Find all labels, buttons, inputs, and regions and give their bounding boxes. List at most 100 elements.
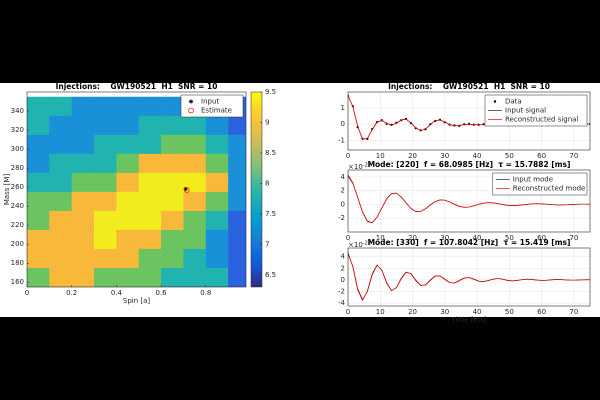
legend-swatch [493, 100, 497, 103]
x-tick-label: 0.4 [111, 289, 123, 297]
chart-title: Mode: [330] f = 107.8042 [Hz] τ = 15.419… [368, 238, 571, 247]
x-tick-label: 30 [440, 234, 449, 242]
contour-cell [161, 134, 184, 155]
contour-cell [49, 153, 72, 174]
contour-cell [116, 172, 140, 193]
contour-cell [161, 153, 184, 174]
contour-cell [94, 248, 117, 269]
contour-cell [116, 96, 140, 117]
series-line [348, 176, 590, 223]
contour-cell [138, 96, 162, 117]
x-tick-label: 30 [440, 308, 449, 316]
y-tick-label: 2 [341, 264, 345, 272]
x-tick-label: 0.6 [156, 289, 168, 297]
contour-cell [228, 115, 246, 136]
contour-cell [71, 210, 95, 231]
axis-exponent: ×10-22 [348, 240, 371, 249]
chart-title: Injections: GW190521 H1 SNR = 10 [388, 82, 550, 91]
legend-swatch [188, 99, 194, 104]
colorbar-tick-label: 8 [265, 179, 269, 187]
x-tick-label: 50 [505, 308, 514, 316]
contour-cell [183, 267, 207, 287]
contour-cell [138, 267, 162, 287]
contour-cell [161, 229, 184, 250]
contour-cell [27, 96, 50, 117]
contour-cell [183, 115, 207, 136]
contour-cell [138, 229, 162, 250]
contour-cell [138, 172, 162, 193]
legend-swatch [188, 107, 194, 114]
colorbar-tick-label: 9.5 [265, 88, 276, 96]
series-line [348, 253, 590, 301]
y-tick-label: 260 [11, 183, 24, 191]
contour-cell [205, 172, 229, 193]
x-tick-label: 10 [376, 152, 385, 160]
x-axis-label: Time [ms] [450, 316, 487, 324]
y-tick-label: 220 [11, 221, 24, 229]
x-tick-label: 30 [440, 152, 449, 160]
legend-label: Input [201, 98, 219, 106]
y-axis-label: Mass [M] [3, 174, 11, 206]
y-tick-label: 160 [11, 278, 24, 286]
contour-cell [138, 210, 162, 231]
contour-cell [183, 134, 207, 155]
chart-title: Injections: GW190521 H1 SNR = 10 [56, 82, 218, 91]
contour-cell [116, 191, 140, 212]
contour-cell [161, 248, 184, 269]
x-tick-label: 20 [408, 234, 417, 242]
contour-cell [94, 153, 117, 174]
x-tick-label: 50 [505, 234, 514, 242]
contour-cell [138, 153, 162, 174]
y-tick-label: 180 [11, 259, 24, 267]
contour-cell [205, 153, 229, 174]
x-tick-label: 70 [569, 308, 578, 316]
contour-cell [71, 229, 95, 250]
contour-cell [27, 191, 50, 212]
contour-cell [71, 248, 95, 269]
contour-cell [138, 115, 162, 136]
contour-cell [205, 248, 229, 269]
x-tick-label: 50 [505, 152, 514, 160]
contour-cell [205, 210, 229, 231]
contour-cell [116, 248, 140, 269]
contour-cell [116, 153, 140, 174]
legend-label: Estimate [201, 107, 232, 115]
legend-box [492, 172, 588, 196]
plot-lines [348, 174, 590, 224]
legend-label: Input signal [505, 107, 546, 115]
contour-cell [71, 115, 95, 136]
marker-input [183, 186, 188, 192]
y-tick-label: 200 [11, 240, 24, 248]
contour-cell [116, 134, 140, 155]
contour-field [27, 96, 246, 287]
contour-cell [228, 191, 246, 212]
chart-title: Mode: [220] f = 68.0985 [Hz] τ = 15.7882… [368, 160, 571, 169]
x-tick-label: 0 [346, 234, 350, 242]
x-tick-label: 20 [408, 308, 417, 316]
contour-cell [49, 115, 72, 136]
contour-cell [49, 267, 72, 287]
y-tick-label: 0 [341, 120, 345, 128]
contour-cell [161, 96, 184, 117]
contour-cell [71, 153, 95, 174]
contour-cell [228, 267, 246, 287]
exponent-power: -22 [363, 240, 371, 246]
x-axis-label: Spin [a] [123, 297, 151, 305]
contour-cell [94, 115, 117, 136]
contour-cell [71, 267, 95, 287]
x-tick-label: 70 [569, 234, 578, 242]
contour-cell [49, 96, 72, 117]
legend-label: Reconstructed mode [513, 185, 586, 193]
y-tick-label: 4 [341, 173, 346, 181]
contour-cell [27, 267, 50, 287]
contour-cell [183, 248, 207, 269]
axes-box [347, 91, 591, 151]
contour-cell [228, 172, 246, 193]
x-tick-label: 40 [473, 308, 482, 316]
x-tick-label: 10 [376, 308, 385, 316]
contour-cell [27, 134, 50, 155]
contour-cell [116, 229, 140, 250]
contour-cell [49, 229, 72, 250]
x-tick-label: 0 [25, 289, 29, 297]
x-tick-label: 0 [346, 308, 350, 316]
